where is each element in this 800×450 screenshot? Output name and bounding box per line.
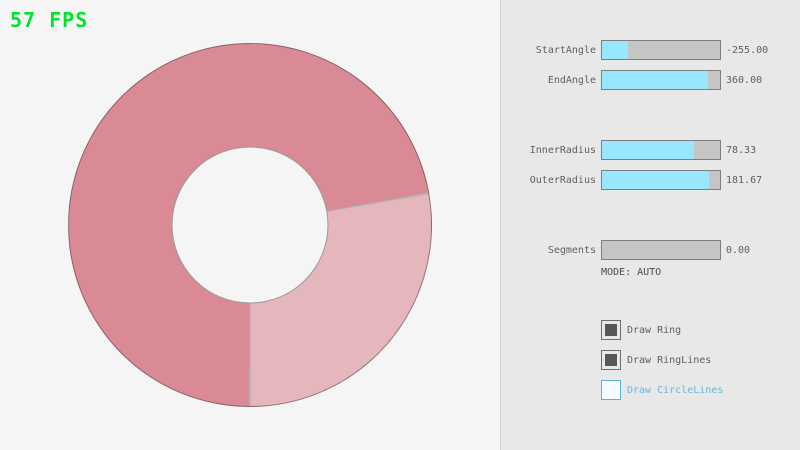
slider-fill — [602, 41, 628, 59]
checkbox-row-draw-circlelines: Draw CircleLines — [601, 380, 723, 400]
slider-value-endangle: 360.00 — [726, 74, 763, 86]
checkbox-draw-circlelines[interactable] — [601, 380, 621, 400]
slider-value-segments: 0.00 — [726, 244, 751, 256]
slider-row-endangle: EndAngle 360.00 — [501, 70, 800, 90]
control-panel: StartAngle -255.00 EndAngle 360.00 Inner… — [500, 0, 800, 450]
slider-value-innerradius: 78.33 — [726, 144, 757, 156]
slider-fill — [602, 171, 710, 189]
checkbox-label-draw-circlelines: Draw CircleLines — [627, 384, 724, 396]
checkbox-label-draw-ringlines: Draw RingLines — [627, 354, 712, 366]
slider-row-outerradius: OuterRadius 181.67 — [501, 170, 800, 190]
ring-inner-hole — [171, 146, 329, 304]
checkbox-row-draw-ringlines: Draw RingLines — [601, 350, 711, 370]
slider-value-startangle: -255.00 — [726, 44, 769, 56]
mode-label: MODE: AUTO — [601, 267, 662, 278]
slider-label-outerradius: OuterRadius — [529, 174, 596, 186]
slider-segments[interactable] — [601, 240, 721, 260]
slider-label-endangle: EndAngle — [547, 74, 596, 86]
ring-shape — [68, 43, 432, 407]
checkbox-row-draw-ring: Draw Ring — [601, 320, 681, 340]
slider-outerradius[interactable] — [601, 170, 721, 190]
checkbox-draw-ringlines[interactable] — [601, 350, 621, 370]
slider-startangle[interactable] — [601, 40, 721, 60]
slider-label-segments: Segments — [547, 244, 596, 256]
fps-counter: 57 FPS — [10, 8, 89, 32]
slider-innerradius[interactable] — [601, 140, 721, 160]
slider-fill — [602, 71, 709, 89]
slider-label-innerradius: InnerRadius — [529, 144, 596, 156]
slider-endangle[interactable] — [601, 70, 721, 90]
slider-row-innerradius: InnerRadius 78.33 — [501, 140, 800, 160]
checkbox-label-draw-ring: Draw Ring — [627, 324, 682, 336]
slider-row-segments: Segments 0.00 — [501, 240, 800, 260]
slider-label-startangle: StartAngle — [535, 44, 596, 56]
slider-fill — [602, 141, 695, 159]
checkbox-draw-ring[interactable] — [601, 320, 621, 340]
slider-row-startangle: StartAngle -255.00 — [501, 40, 800, 60]
slider-value-outerradius: 181.67 — [726, 174, 763, 186]
